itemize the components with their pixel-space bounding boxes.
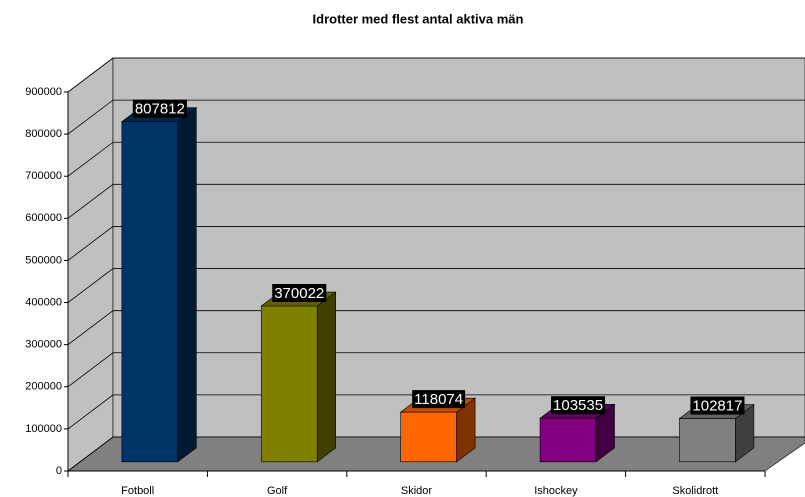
bar-side: [177, 107, 197, 463]
bar-front: [539, 417, 597, 463]
x-tick-label: Skidor: [401, 485, 433, 497]
chart-title: Idrotter med flest antal aktiva män: [313, 11, 524, 26]
value-label-bg: [690, 396, 745, 415]
bar-front: [260, 305, 318, 463]
y-tick-label: 700000: [25, 170, 62, 182]
grid-line: [67, 268, 805, 303]
y-tick-label: 900000: [25, 86, 62, 98]
value-label-bg: [551, 396, 606, 415]
value-label: 102817: [692, 397, 742, 414]
back-wall: [112, 57, 805, 438]
bar: [120, 107, 198, 463]
grid-line: [67, 183, 805, 219]
value-label: 370022: [274, 285, 324, 302]
value-label: 807812: [135, 101, 185, 118]
value-label: 118074: [414, 391, 463, 408]
x-tick-label: Fotboll: [121, 485, 154, 497]
grid-line: [67, 57, 805, 93]
x-tick-label: Golf: [267, 485, 288, 497]
bar-front: [400, 411, 457, 463]
value-label-bg: [412, 390, 466, 409]
value-label: 103535: [553, 397, 603, 414]
grid-line: [67, 99, 805, 135]
bar-front: [121, 121, 179, 463]
back-wall: [67, 57, 114, 472]
grid-line: [67, 226, 805, 261]
y-tick-label: 100000: [25, 423, 62, 435]
bar-side: [316, 291, 337, 463]
bar: [260, 291, 337, 463]
bar-front: [679, 418, 736, 463]
value-label-bg: [272, 283, 327, 302]
grid-line: [67, 310, 805, 345]
y-tick-label: 0: [56, 465, 62, 477]
grid-line: [67, 394, 805, 430]
value-label-bg: [132, 99, 187, 118]
y-tick-label: 300000: [25, 339, 62, 351]
x-tick-label: Ishockey: [534, 485, 578, 497]
y-tick-label: 200000: [25, 381, 62, 393]
x-tick-label: Skolidrott: [672, 485, 718, 497]
grid-line: [67, 141, 805, 177]
y-tick-label: 500000: [25, 254, 62, 266]
y-tick-label: 400000: [25, 296, 62, 308]
grid-line: [67, 352, 805, 388]
y-tick-label: 800000: [25, 128, 62, 140]
y-tick-label: 600000: [25, 212, 62, 224]
